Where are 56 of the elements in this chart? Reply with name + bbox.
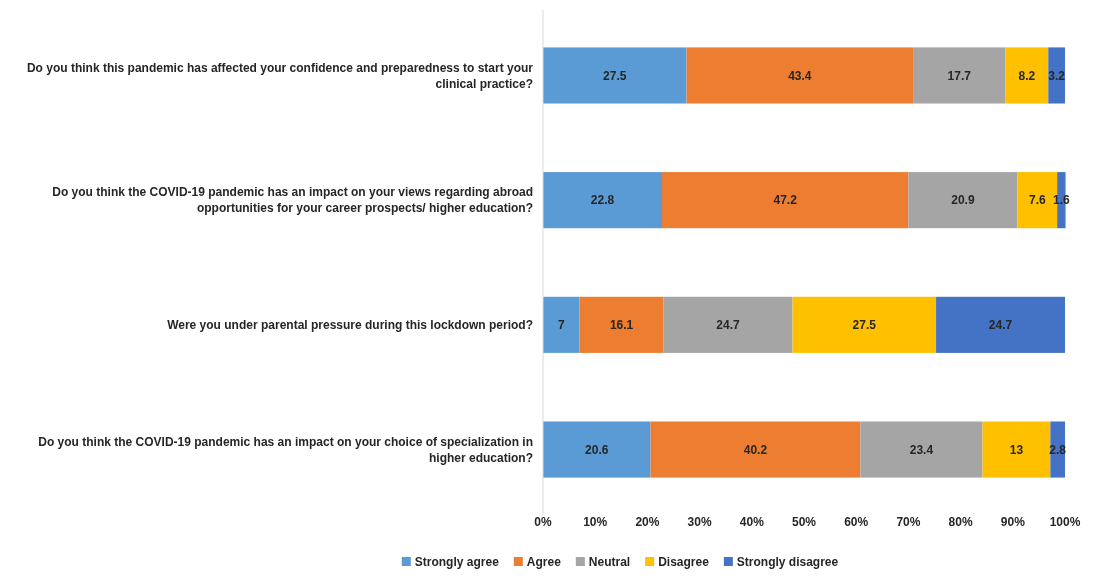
legend-label: Disagree — [658, 555, 710, 569]
bar — [936, 296, 1065, 353]
y-tick-label: Do you think the COVID-19 pandemic has an impact on your views regarding abroad opportunities for your career prospects/ higher education? — [52, 185, 533, 216]
data-label: 22.8 — [590, 193, 615, 208]
legend-label: Strongly disagree — [736, 555, 839, 569]
data-label: 47.2 — [773, 193, 798, 208]
data-label: 40.2 — [743, 442, 768, 457]
bar — [792, 296, 937, 353]
data-label: 27.5 — [603, 68, 627, 83]
x-tick-label: 20% — [635, 515, 660, 529]
bar — [913, 47, 1006, 104]
bar — [686, 47, 914, 104]
bar — [543, 421, 651, 478]
bar — [543, 172, 663, 229]
bar — [579, 296, 664, 353]
bar — [1048, 47, 1065, 104]
data-label: 1.6 — [1053, 193, 1071, 208]
data-label: 20.9 — [951, 193, 975, 208]
x-tick-label: 100% — [1049, 515, 1081, 529]
data-label: 20.6 — [585, 442, 609, 457]
legend-label: Strongly agree — [414, 555, 500, 569]
bar — [662, 172, 909, 229]
bar — [543, 296, 580, 353]
bar — [1005, 47, 1049, 104]
bar — [663, 296, 793, 353]
legend-label: Agree — [526, 555, 562, 569]
data-label: 24.7 — [988, 318, 1013, 333]
legend-label: Neutral — [588, 555, 631, 569]
y-tick-label: Do you think this pandemic has affected your confidence and preparedness to start your clinical practice? — [26, 60, 534, 91]
bar — [650, 421, 861, 478]
data-label: 7 — [557, 318, 565, 333]
x-tick-label: 80% — [948, 515, 973, 529]
data-label: 8.2 — [1018, 68, 1036, 83]
data-label: 27.5 — [852, 318, 877, 333]
data-label: 3.2 — [1048, 68, 1066, 83]
x-tick-label: 50% — [791, 515, 817, 529]
x-tick-label: 90% — [1000, 515, 1026, 529]
data-label: 43.4 — [788, 68, 812, 83]
bar — [982, 421, 1051, 478]
data-label: 23.4 — [909, 442, 934, 457]
data-label: 24.7 — [716, 318, 741, 333]
y-tick-label: Do you think the COVID-19 pandemic has an impact on your choice of specialization in higher education? — [38, 434, 533, 465]
data-label: 13 — [1009, 442, 1024, 457]
bar — [860, 421, 983, 478]
x-tick-label: 30% — [687, 515, 712, 529]
y-tick-label: Were you under parental pressure during this lockdown period? — [167, 318, 533, 333]
x-tick-label: 70% — [896, 515, 921, 529]
bar — [908, 172, 1018, 229]
x-tick-label: 10% — [583, 515, 608, 529]
data-label: 17.7 — [947, 68, 972, 83]
data-label: 16.1 — [609, 318, 634, 333]
x-tick-label: 40% — [739, 515, 765, 529]
x-tick-label: 0% — [534, 515, 552, 529]
x-tick-label: 60% — [844, 515, 869, 529]
bar — [543, 47, 687, 104]
data-label: 7.6 — [1028, 193, 1046, 208]
